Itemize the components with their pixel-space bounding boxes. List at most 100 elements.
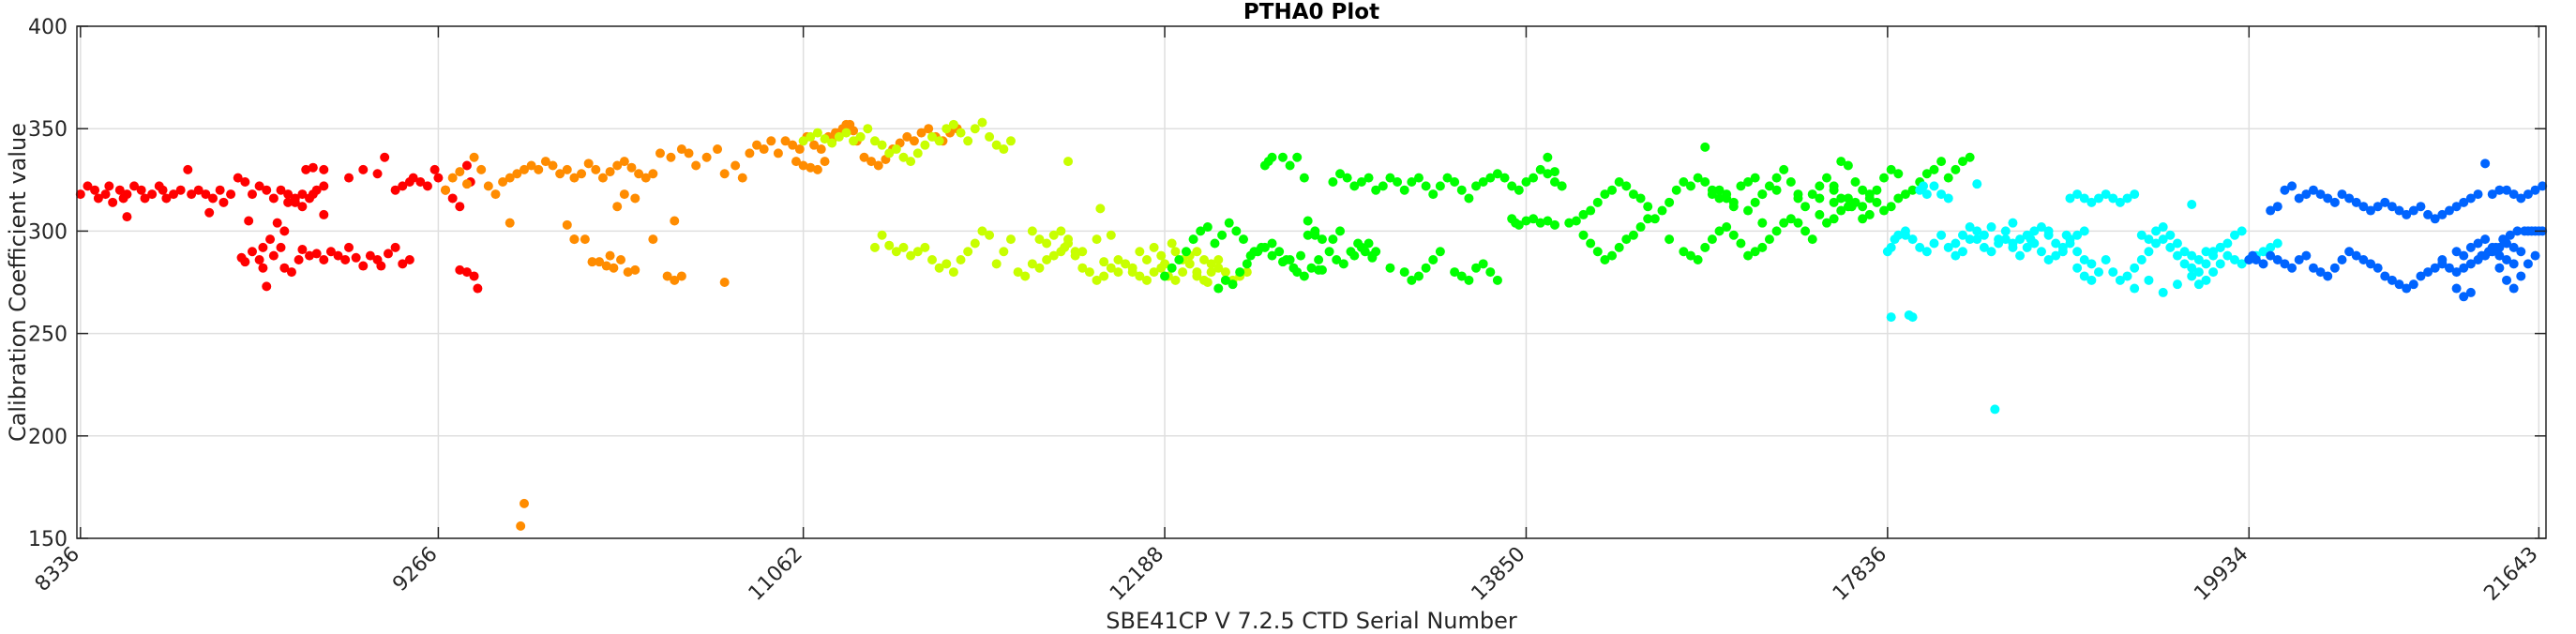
data-point [1543,216,1553,226]
data-point [684,148,694,158]
data-point [1450,267,1460,278]
data-point [404,254,414,264]
data-point [2366,259,2376,269]
data-point [1160,271,1170,281]
data-point [1771,173,1782,183]
data-point [1921,247,1932,257]
data-point [909,136,919,146]
data-point [1764,234,1774,245]
data-point [623,267,633,278]
data-point [2516,247,2526,257]
data-point [1529,173,1539,183]
data-point [849,136,859,146]
data-point [1958,157,1968,167]
data-point [2230,254,2240,264]
data-point [1213,254,1224,264]
data-point [2315,189,2326,200]
data-point [2408,279,2418,290]
data-point [2086,197,2097,207]
data-point [376,261,386,271]
data-point [233,173,243,183]
data-point [1793,189,1803,200]
data-point [1929,164,1939,174]
data-point [447,173,458,183]
data-point [2172,279,2182,290]
data-point [1413,173,1424,183]
data-point [1048,250,1059,261]
data-point [2043,226,2054,236]
data-point [358,164,369,174]
data-point [1485,173,1496,183]
data-point [1499,173,1510,183]
data-point [1846,202,1857,212]
data-point [1986,222,1996,233]
data-point [2459,197,2469,207]
data-point [2512,226,2523,236]
data-point [812,164,822,174]
data-point [2187,271,2197,281]
data-point [2473,189,2483,200]
data-point [519,164,529,174]
data-point [2394,205,2404,216]
data-point [193,185,203,195]
data-point [2344,193,2355,204]
data-point [605,250,615,261]
data-point [455,264,465,275]
data-point [1785,176,1796,187]
data-point [2266,250,2276,261]
data-point [2344,247,2355,257]
data-point [1821,173,1831,183]
data-point [1714,185,1725,195]
data-point [1979,242,1989,252]
data-point [1679,247,1689,257]
data-point [773,148,783,158]
data-point [2508,189,2519,200]
data-point [1167,263,1177,273]
data-point [1274,247,1285,257]
data-point [2465,287,2476,297]
data-point [619,157,629,167]
data-point [2516,271,2526,281]
data-point [1929,238,1939,249]
data-point [1378,181,1388,191]
data-point [265,234,276,245]
y-tick-label: 400 [28,16,68,39]
data-point [1650,214,1660,224]
data-point [276,185,286,195]
data-point [691,160,701,171]
data-point [2423,267,2433,278]
data-point [415,176,426,187]
data-point [1779,218,1789,228]
data-points [75,117,2548,531]
data-point [2208,267,2219,278]
data-point [122,212,132,222]
data-point [1317,264,1327,275]
data-point [956,254,966,264]
data-point [476,164,487,174]
data-point [713,144,723,155]
data-point [175,185,186,195]
data-point [1872,185,1882,195]
data-point [2158,222,2168,233]
data-point [863,124,873,134]
data-point [1858,214,1868,224]
data-point [254,181,264,191]
data-point [2179,247,2190,257]
data-point [240,257,250,267]
data-point [1471,181,1482,191]
data-point [1986,247,1996,257]
y-tick-label: 250 [28,324,68,347]
data-point [1135,271,1145,281]
data-point [1521,176,1531,187]
data-point [2523,189,2533,200]
data-point [2301,189,2312,200]
data-point [1879,205,1890,216]
y-tick-label: 150 [28,528,68,551]
data-point [877,230,887,240]
data-point [1013,267,1023,278]
data-point [283,197,294,207]
data-point [2465,193,2476,204]
data-point [1356,242,1366,252]
data-point [2151,238,2162,249]
data-point [2266,242,2276,252]
